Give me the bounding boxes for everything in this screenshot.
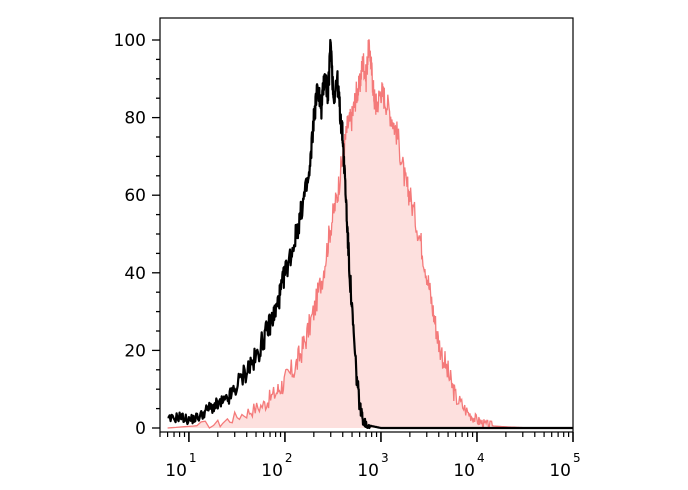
y-tick-label: 20 [124, 341, 146, 361]
x-tick-label: 10 [453, 461, 475, 481]
y-tick-label: 60 [124, 186, 146, 206]
plot-area [167, 38, 573, 430]
y-axis: 0 20 40 60 80 100 [114, 31, 160, 439]
black-histogram-line [167, 38, 573, 430]
x-tick-label: 10 [357, 461, 379, 481]
x-tick-exponent: 5 [573, 451, 581, 465]
x-tick-label: 10 [165, 461, 187, 481]
x-tick-exponent: 3 [381, 451, 389, 465]
red-filled-histogram [167, 40, 573, 428]
red-histogram-outline [167, 39, 573, 430]
y-tick-label: 100 [114, 31, 146, 51]
x-tick-exponent: 4 [477, 451, 485, 465]
y-tick-label: 40 [124, 264, 146, 284]
x-tick-label: 10 [549, 461, 571, 481]
y-tick-label: 0 [135, 419, 146, 439]
y-tick-label: 80 [124, 109, 146, 129]
x-tick-exponent: 1 [189, 451, 197, 465]
x-tick-label: 10 [261, 461, 283, 481]
x-tick-exponent: 2 [285, 451, 293, 465]
